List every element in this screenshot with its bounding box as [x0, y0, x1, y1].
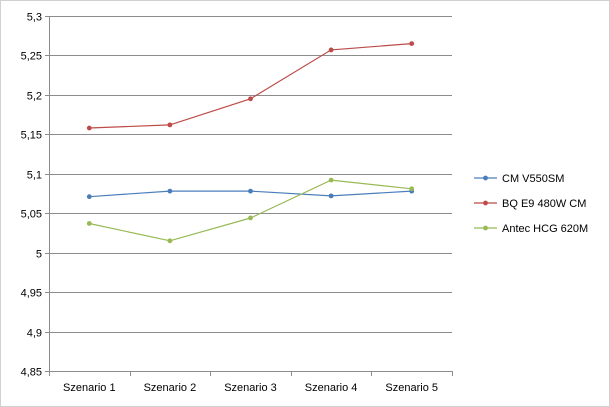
data-point	[248, 188, 253, 194]
legend-label: CM V550SM	[502, 173, 564, 185]
legend-marker	[483, 200, 488, 206]
series-line	[89, 43, 412, 129]
legend-label: BQ E9 480W CM	[502, 198, 586, 210]
y-axis-ticks: 4,85 4,9 4,95 5 5,05 5,1 5,15 5,2 5,25 5,3	[21, 12, 42, 379]
y-tick-label: 5,25	[21, 51, 42, 63]
series-group	[86, 41, 415, 244]
x-tick-label: Szenario 3	[224, 382, 277, 394]
data-point	[86, 194, 92, 200]
y-tick-label: 5,05	[21, 209, 42, 221]
data-point	[409, 41, 415, 47]
data-point	[167, 188, 173, 194]
data-point	[328, 193, 334, 199]
data-point	[248, 96, 253, 102]
x-axis-ticks: Szenario 1 Szenario 2 Szenario 3 Szenario 4…	[63, 382, 438, 394]
data-point	[328, 47, 334, 53]
y-tick-label: 5,3	[27, 12, 42, 24]
y-tick-label: 4,95	[21, 288, 42, 300]
y-tick-label: 5,2	[27, 91, 42, 103]
legend-marker	[483, 225, 488, 231]
x-tick-label: Szenario 5	[385, 382, 438, 394]
data-point	[167, 122, 173, 128]
data-point	[167, 238, 173, 244]
y-tick-label: 4,85	[21, 367, 42, 379]
y-tick-label: 4,9	[27, 328, 42, 340]
y-tick-label: 5,1	[27, 170, 42, 182]
data-point	[409, 186, 415, 192]
y-tick-label: 5,15	[21, 130, 42, 142]
legend-label: Antec HCG 620M	[502, 223, 588, 235]
y-tick-label: 5	[36, 249, 42, 261]
x-tick-label: Szenario 2	[144, 382, 197, 394]
legend-marker	[483, 175, 488, 181]
x-tick-label: Szenario 1	[63, 382, 116, 394]
data-point	[86, 221, 92, 226]
gridlines	[49, 16, 452, 333]
legend: CM V550SM BQ E9 480W CM Antec HCG 620M	[474, 173, 588, 235]
data-point	[86, 125, 92, 131]
data-point	[248, 215, 253, 221]
axes	[45, 16, 453, 376]
data-point	[328, 177, 334, 183]
x-tick-label: Szenario 4	[305, 382, 358, 394]
